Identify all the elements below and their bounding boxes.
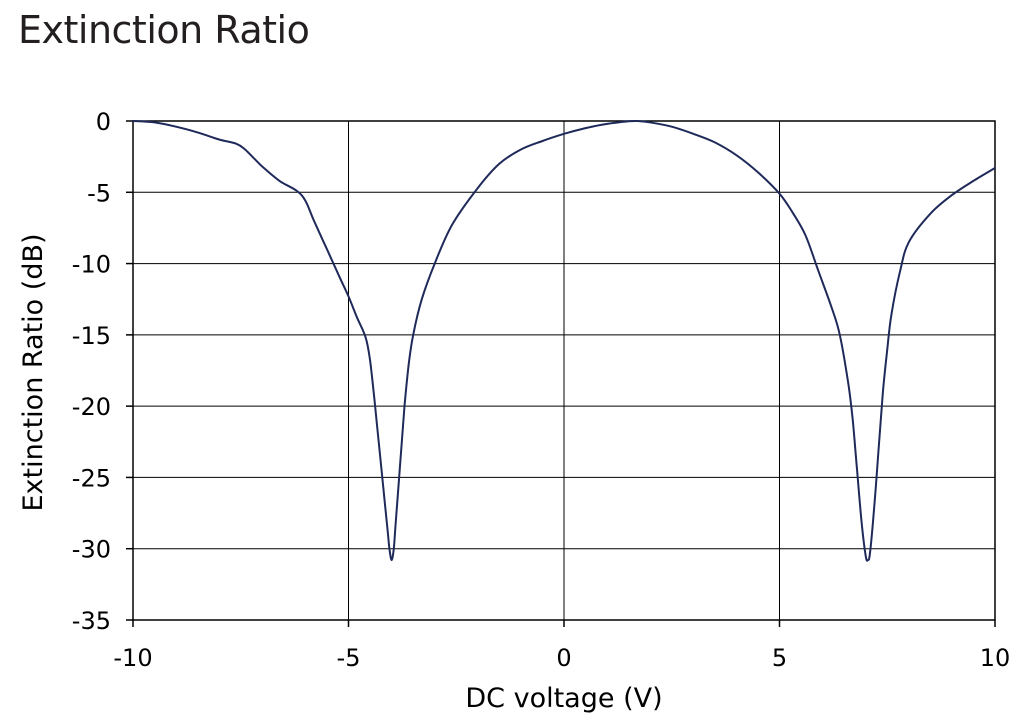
y-tick-label: -25 <box>72 464 111 492</box>
y-tick-label: -5 <box>87 179 111 207</box>
x-tick-label: 0 <box>556 644 571 672</box>
x-axis-title: DC voltage (V) <box>465 683 662 714</box>
y-tick-label: 0 <box>96 108 111 136</box>
plot-area-frame <box>132 120 996 621</box>
x-tick-label: -5 <box>337 644 361 672</box>
y-tick-label: -20 <box>72 393 111 421</box>
page-title: Extinction Ratio <box>18 8 310 52</box>
series-line <box>132 119 996 562</box>
tick-labels: 0-5-10-15-20-25-30-35-10 -5 0 5 10 <box>72 108 1010 672</box>
x-tick-label: -10 <box>113 644 152 672</box>
y-tick-label: -35 <box>72 607 111 635</box>
y-tick-label: -30 <box>72 536 111 564</box>
x-tick-label: 10 <box>980 644 1011 672</box>
y-tick-label: -15 <box>72 322 111 350</box>
x-tick-label: 5 <box>772 644 787 672</box>
y-axis-title: Extinction Ratio (dB) <box>18 233 49 511</box>
y-tick-label: -10 <box>72 251 111 279</box>
